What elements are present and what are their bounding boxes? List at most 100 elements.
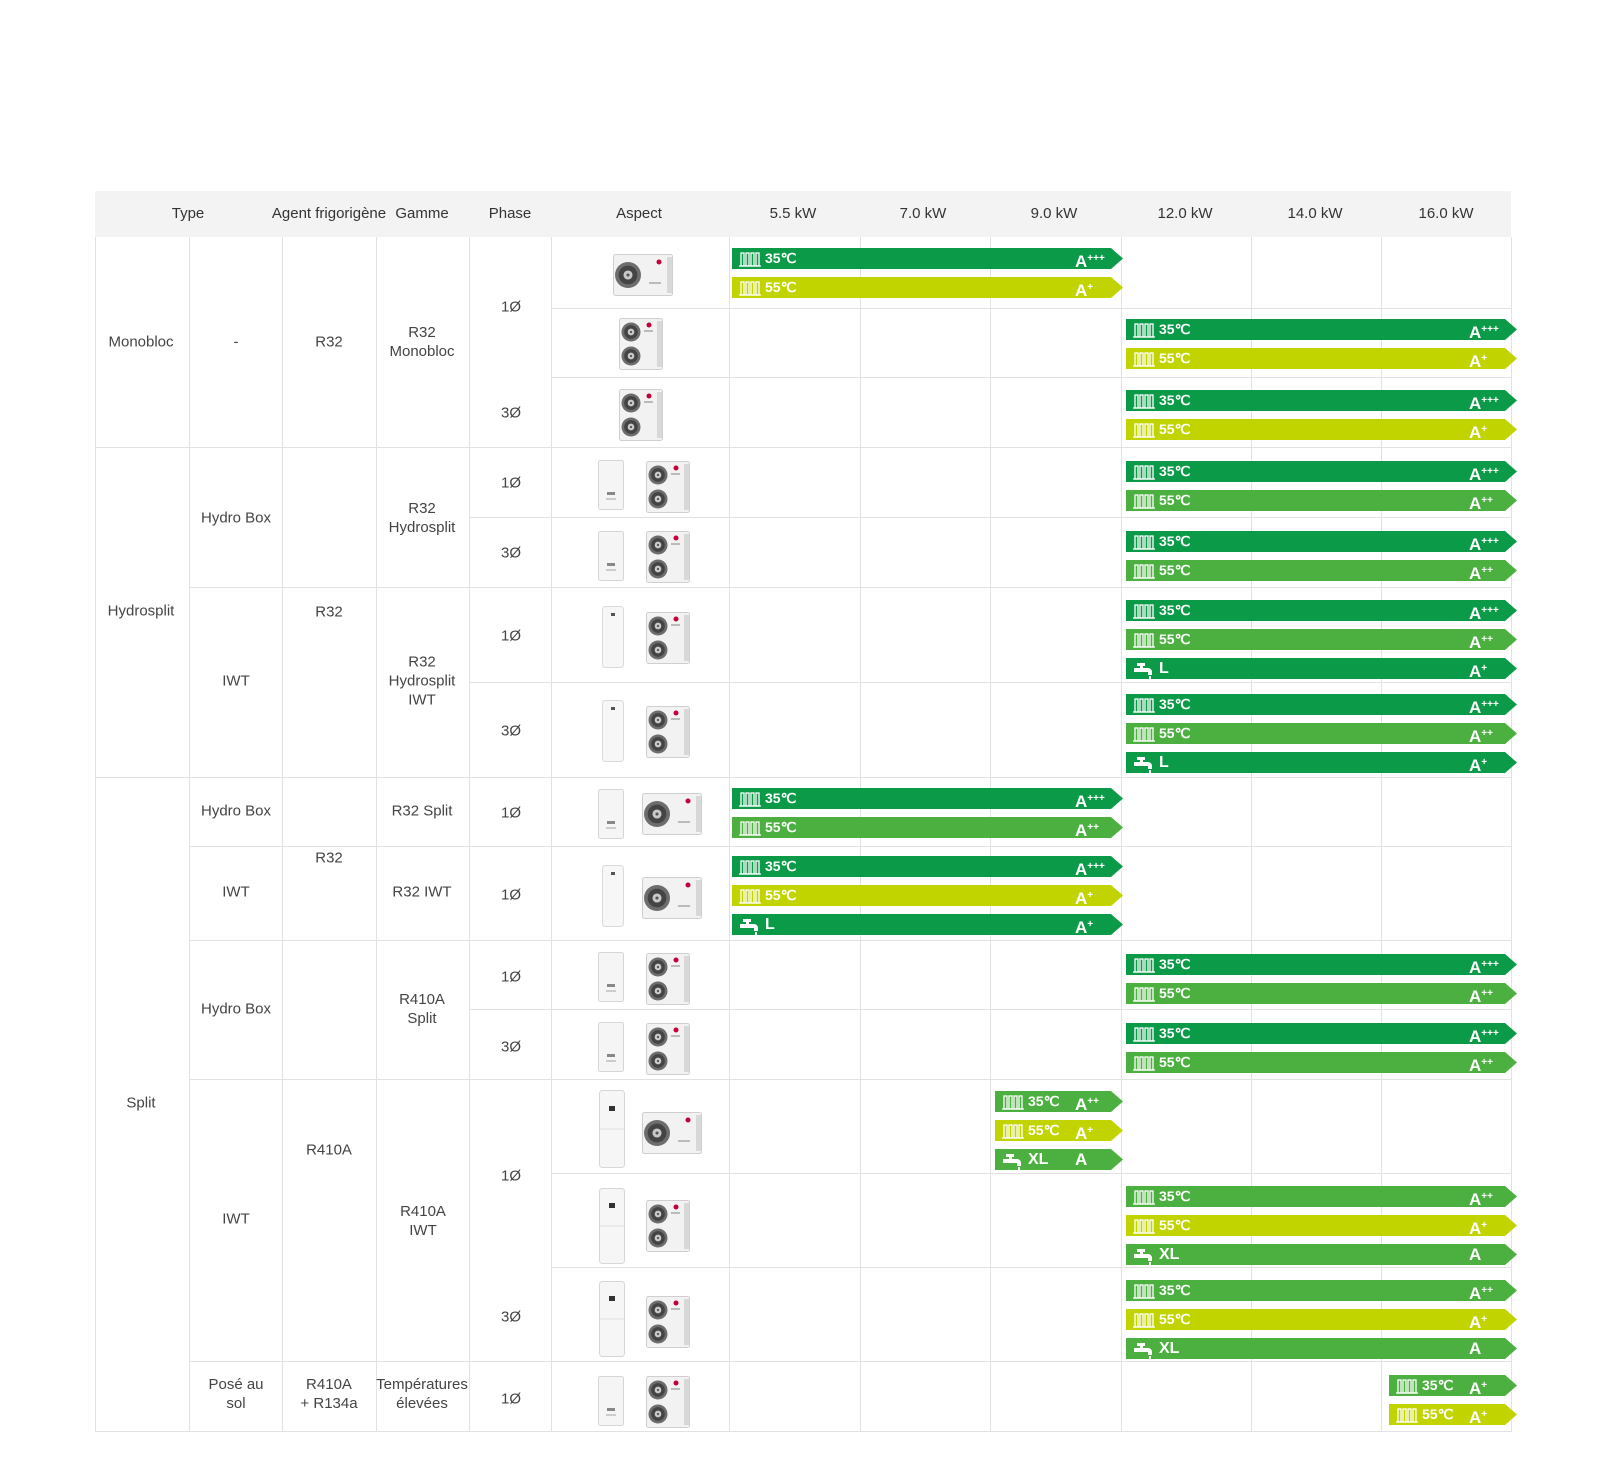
energy-label-bar: 35℃ A+++ bbox=[1126, 600, 1517, 623]
energy-label-bar: 35℃ A+++ bbox=[732, 856, 1123, 879]
header-power-12-0: 12.0 kW bbox=[1157, 205, 1213, 222]
outdoor-unit-dual-fan-image bbox=[619, 318, 663, 375]
energy-arrow-shape bbox=[1126, 490, 1517, 511]
grid-line bbox=[1511, 237, 1512, 1431]
hydro-box-indoor-unit-image bbox=[598, 531, 624, 586]
energy-arrow-shape bbox=[1126, 461, 1517, 482]
energy-grade-label: A bbox=[1469, 1245, 1482, 1264]
grid-line bbox=[469, 1009, 1512, 1010]
energy-grade-label: A+ bbox=[1469, 352, 1488, 371]
water-temperature-label: 35℃ bbox=[1159, 533, 1191, 549]
grid-line bbox=[189, 587, 1512, 588]
range-r32-monobloc: R32 Monobloc bbox=[389, 323, 454, 361]
energy-grade-label: A++ bbox=[1469, 987, 1493, 1006]
phase-value: 1Ø bbox=[500, 1167, 522, 1185]
energy-grade-label: A+++ bbox=[1469, 698, 1499, 717]
outdoor-unit-dual-fan-image bbox=[646, 461, 690, 518]
type-monobloc: Monobloc bbox=[108, 333, 174, 351]
subtype-iwt: IWT bbox=[222, 672, 250, 690]
hot-water-profile-label: XL bbox=[1028, 1151, 1049, 1168]
energy-grade-label: A++ bbox=[1469, 1190, 1493, 1209]
phase-value: 1Ø bbox=[500, 627, 522, 645]
energy-arrow-shape bbox=[1126, 1052, 1517, 1073]
range-r32-hydrosplit-iwt: R32 Hydrosplit IWT bbox=[389, 653, 456, 710]
water-temperature-label: 55℃ bbox=[1159, 562, 1191, 578]
water-temperature-label: 35℃ bbox=[1159, 1025, 1191, 1041]
grid-line bbox=[189, 237, 190, 1431]
grid-line bbox=[189, 940, 1512, 941]
phase-value: 1Ø bbox=[500, 804, 522, 822]
water-temperature-label: 55℃ bbox=[1159, 631, 1191, 647]
outdoor-unit-dual-fan-image bbox=[646, 531, 690, 588]
energy-label-bar: 35℃ A+++ bbox=[732, 788, 1123, 811]
energy-arrow-shape bbox=[732, 788, 1123, 809]
energy-label-bar: 35℃ A+++ bbox=[1126, 1023, 1517, 1046]
refrigerant-r32: R32 bbox=[315, 603, 343, 621]
energy-arrow-shape bbox=[1389, 1404, 1517, 1425]
water-temperature-label: 55℃ bbox=[1159, 725, 1191, 741]
header-range: Gamme bbox=[395, 205, 449, 222]
water-temperature-label: 35℃ bbox=[1159, 956, 1191, 972]
subtype-iwt: IWT bbox=[222, 1210, 250, 1228]
outdoor-unit-dual-fan-image bbox=[619, 389, 663, 446]
grid-line bbox=[189, 1079, 1512, 1080]
subtype-hydro-box: Hydro Box bbox=[200, 509, 272, 527]
energy-label-bar: 55℃ A+ bbox=[732, 885, 1123, 908]
energy-label-bar: 35℃ A+++ bbox=[1126, 319, 1517, 342]
water-temperature-label: 35℃ bbox=[1159, 1282, 1191, 1298]
water-temperature-label: 35℃ bbox=[1028, 1093, 1060, 1109]
hydro-box-indoor-unit-image bbox=[598, 789, 624, 844]
table-header-background bbox=[95, 191, 1511, 237]
energy-label-bar: 55℃ A++ bbox=[1126, 723, 1517, 746]
phase-value: 3Ø bbox=[500, 404, 522, 422]
subtype-hydro-box: Hydro Box bbox=[200, 802, 272, 820]
grid-line bbox=[1381, 237, 1382, 1431]
phase-value: 3Ø bbox=[500, 722, 522, 740]
energy-label-bar: 55℃ A+ bbox=[1389, 1404, 1517, 1427]
water-temperature-label: 55℃ bbox=[1028, 1122, 1060, 1138]
energy-label-bar: 35℃ A+++ bbox=[732, 248, 1123, 271]
hot-water-profile-label: L bbox=[1159, 754, 1169, 771]
energy-grade-label: A+++ bbox=[1075, 792, 1105, 811]
energy-arrow-shape bbox=[1126, 629, 1517, 650]
outdoor-unit-dual-fan-image bbox=[646, 1296, 690, 1353]
water-temperature-label: 55℃ bbox=[1159, 1054, 1191, 1070]
outdoor-unit-single-fan-image bbox=[642, 793, 702, 840]
header-phase: Phase bbox=[488, 205, 532, 222]
hot-water-profile-label: L bbox=[1159, 660, 1169, 677]
hot-water-profile-label: XL bbox=[1159, 1340, 1180, 1357]
subtype-floor-line-1: Posé au bbox=[208, 1376, 264, 1393]
energy-arrow-shape bbox=[732, 914, 1123, 935]
iwt-tower-indoor-unit-image bbox=[599, 1090, 625, 1173]
grid-line bbox=[95, 777, 1512, 778]
outdoor-unit-dual-fan-image bbox=[646, 1200, 690, 1257]
water-temperature-label: 35℃ bbox=[1159, 602, 1191, 618]
phase-value: 1Ø bbox=[500, 298, 522, 316]
header-power-16-0: 16.0 kW bbox=[1418, 205, 1474, 222]
water-temperature-label: 35℃ bbox=[765, 250, 797, 266]
energy-label-bar: 35℃ A+++ bbox=[1126, 390, 1517, 413]
hot-water-profile-label: L bbox=[765, 916, 775, 933]
energy-grade-label: A++ bbox=[1469, 564, 1493, 583]
energy-arrow-shape bbox=[1126, 1186, 1517, 1207]
energy-arrow-shape bbox=[1126, 1338, 1517, 1359]
energy-label-bar: 35℃ A+++ bbox=[1126, 461, 1517, 484]
energy-label-bar: 35℃ A++ bbox=[1126, 1186, 1517, 1209]
water-temperature-label: 55℃ bbox=[765, 819, 797, 835]
energy-grade-label: A+ bbox=[1075, 1124, 1094, 1143]
water-temperature-label: 55℃ bbox=[1422, 1406, 1454, 1422]
water-temperature-label: 35℃ bbox=[1159, 1188, 1191, 1204]
grid-line bbox=[1251, 237, 1252, 1431]
energy-grade-label: A+ bbox=[1075, 918, 1094, 937]
grid-line bbox=[551, 1267, 1512, 1268]
range-line: R32 bbox=[408, 500, 436, 517]
water-temperature-label: 55℃ bbox=[1159, 1311, 1191, 1327]
energy-grade-label: A+ bbox=[1469, 662, 1488, 681]
range-high-temperature: Températures élevées bbox=[376, 1375, 468, 1413]
range-line: R32 bbox=[408, 653, 436, 671]
energy-label-bar: 55℃ A++ bbox=[1126, 490, 1517, 513]
energy-arrow-shape bbox=[1126, 319, 1517, 340]
water-temperature-label: 55℃ bbox=[765, 279, 797, 295]
phase-value: 1Ø bbox=[500, 886, 522, 904]
